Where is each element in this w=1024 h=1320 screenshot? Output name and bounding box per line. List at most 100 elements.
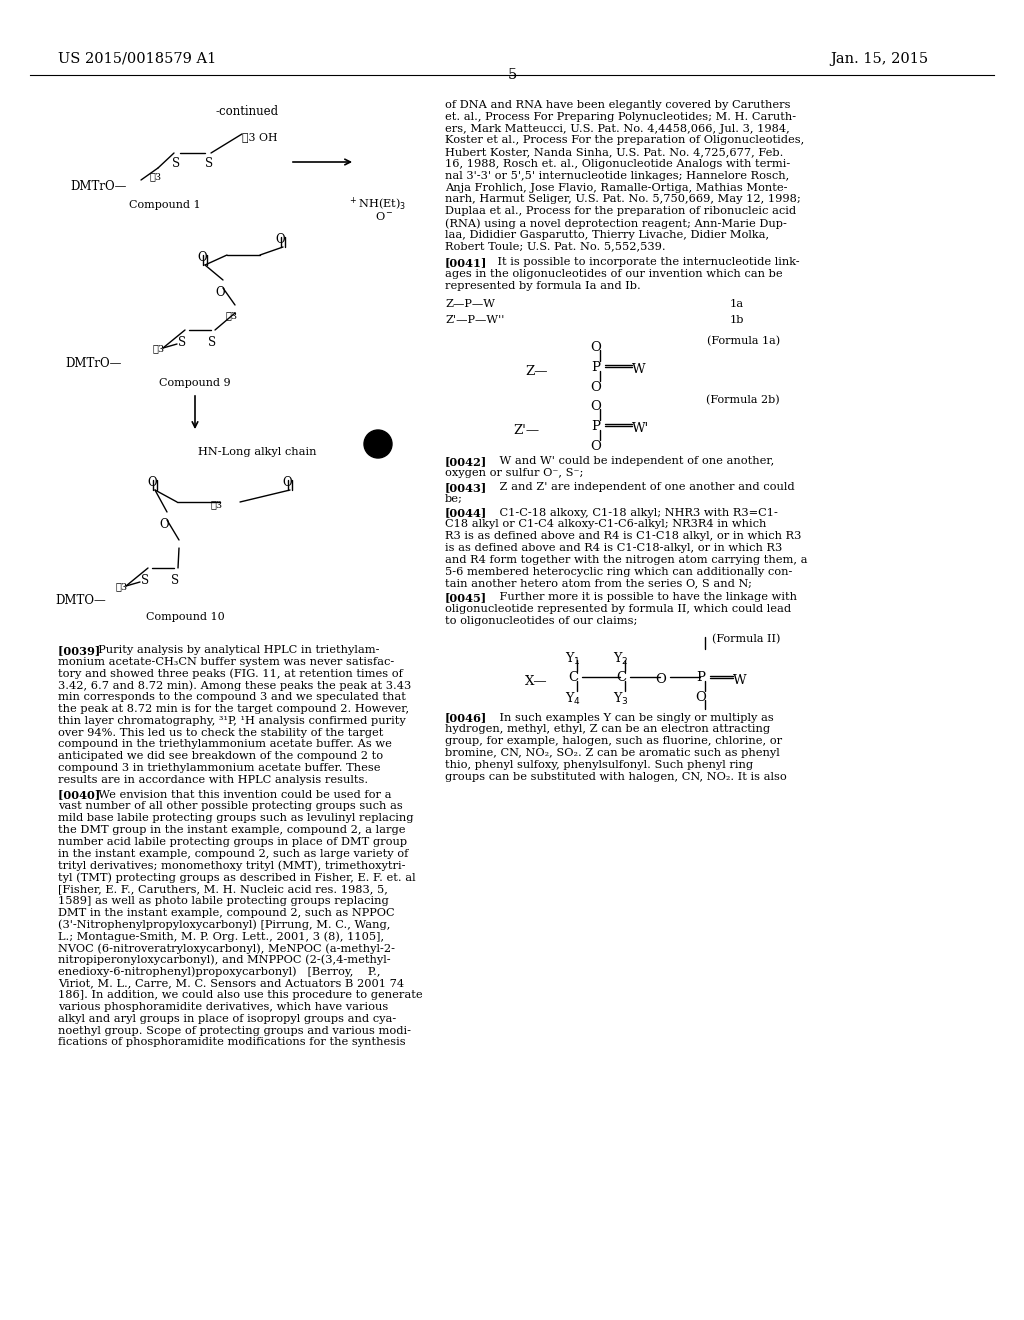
Text: [0042]: [0042] (445, 457, 487, 467)
Text: Hubert Koster, Nanda Sinha, U.S. Pat. No. 4,725,677, Feb.: Hubert Koster, Nanda Sinha, U.S. Pat. No… (445, 148, 783, 157)
Text: narh, Harmut Seliger, U.S. Pat. No. 5,750,669, May 12, 1998;: narh, Harmut Seliger, U.S. Pat. No. 5,75… (445, 194, 801, 205)
Circle shape (364, 430, 392, 458)
Text: is as defined above and R4 is C1-C18-alkyl, or in which R3: is as defined above and R4 is C1-C18-alk… (445, 543, 782, 553)
Text: the peak at 8.72 min is for the target compound 2. However,: the peak at 8.72 min is for the target c… (58, 704, 410, 714)
Text: $^+$NH(Et)$_3$: $^+$NH(Et)$_3$ (348, 195, 407, 213)
Text: compound in the triethylammonium acetate buffer. As we: compound in the triethylammonium acetate… (58, 739, 392, 750)
Text: 5: 5 (507, 69, 517, 82)
Text: Duplaa et al., Process for the preparation of ribonucleic acid: Duplaa et al., Process for the preparati… (445, 206, 796, 216)
Text: Robert Toule; U.S. Pat. No. 5,552,539.: Robert Toule; U.S. Pat. No. 5,552,539. (445, 242, 666, 252)
Text: laa, Dididier Gasparutto, Thierry Livache, Didier Molka,: laa, Dididier Gasparutto, Thierry Livach… (445, 230, 769, 240)
Text: Compound 1: Compound 1 (129, 201, 201, 210)
Text: O: O (591, 400, 601, 413)
Text: DMTrO—: DMTrO— (65, 356, 122, 370)
Text: compound 3 in triethylammonium acetate buffer. These: compound 3 in triethylammonium acetate b… (58, 763, 381, 774)
Text: (Formula 2b): (Formula 2b) (707, 396, 780, 405)
Text: Y$_3$: Y$_3$ (613, 690, 629, 706)
Text: US 2015/0018579 A1: US 2015/0018579 A1 (58, 51, 216, 66)
Text: represented by formula Ia and Ib.: represented by formula Ia and Ib. (445, 281, 641, 290)
Text: (RNA) using a novel deprotection reagent; Ann-Marie Dup-: (RNA) using a novel deprotection reagent… (445, 218, 786, 228)
Text: trityl derivatives; monomethoxy trityl (MMT), trimethoxytri-: trityl derivatives; monomethoxy trityl (… (58, 861, 406, 871)
Text: W and W' could be independent of one another,: W and W' could be independent of one ano… (485, 457, 774, 466)
Text: oligonucleotide represented by formula II, which could lead: oligonucleotide represented by formula I… (445, 605, 792, 614)
Text: Jan. 15, 2015: Jan. 15, 2015 (830, 51, 928, 66)
Text: 3.42, 6.7 and 8.72 min). Among these peaks the peak at 3.43: 3.42, 6.7 and 8.72 min). Among these pea… (58, 680, 412, 690)
Text: O: O (147, 477, 157, 488)
Text: nal 3'-3' or 5',5' internucleotide linkages; Hannelore Rosch,: nal 3'-3' or 5',5' internucleotide linka… (445, 170, 790, 181)
Text: C1-C-18 alkoxy, C1-18 alkyl; NHR3 with R3=C1-: C1-C-18 alkoxy, C1-18 alkyl; NHR3 with R… (485, 508, 778, 517)
Text: mild base labile protecting groups such as levulinyl replacing: mild base labile protecting groups such … (58, 813, 414, 824)
Text: L.; Montague-Smith, M. P. Org. Lett., 2001, 3 (8), 1105],: L.; Montague-Smith, M. P. Org. Lett., 20… (58, 931, 384, 941)
Text: 1b: 1b (730, 314, 744, 325)
Text: tory and showed three peaks (FIG. 11, at retention times of: tory and showed three peaks (FIG. 11, at… (58, 669, 402, 680)
Text: In such examples Y can be singly or multiply as: In such examples Y can be singly or mult… (485, 713, 774, 722)
Text: thin layer chromatography, ³¹P, ¹H analysis confirmed purity: thin layer chromatography, ³¹P, ¹H analy… (58, 715, 406, 726)
Text: C: C (616, 671, 626, 684)
Text: S: S (171, 574, 179, 587)
Text: HN-Long alkyl chain: HN-Long alkyl chain (198, 447, 316, 457)
Text: [0044]: [0044] (445, 508, 487, 519)
Text: Y$_1$: Y$_1$ (565, 651, 581, 667)
Text: O: O (198, 251, 207, 264)
Text: hydrogen, methyl, ethyl, Z can be an electron attracting: hydrogen, methyl, ethyl, Z can be an ele… (445, 725, 770, 734)
Text: [0040]: [0040] (58, 789, 104, 801)
Text: DMTO—: DMTO— (55, 594, 105, 607)
Text: -continued: -continued (215, 106, 279, 117)
Text: ✕3: ✕3 (211, 500, 223, 510)
Text: the DMT group in the instant example, compound 2, a large: the DMT group in the instant example, co… (58, 825, 406, 836)
Text: and R4 form together with the nitrogen atom carrying them, a: and R4 form together with the nitrogen a… (445, 554, 808, 565)
Text: P: P (592, 420, 600, 433)
Text: Z'—: Z'— (513, 425, 539, 437)
Text: Viriot, M. L., Carre, M. C. Sensors and Actuators B 2001 74: Viriot, M. L., Carre, M. C. Sensors and … (58, 978, 404, 989)
Text: thio, phenyl sulfoxy, phenylsulfonyl. Such phenyl ring: thio, phenyl sulfoxy, phenylsulfonyl. Su… (445, 760, 753, 770)
Text: ✕3 OH: ✕3 OH (242, 132, 278, 143)
Text: [0041]: [0041] (445, 257, 487, 268)
Text: ages in the oligonucleotides of our invention which can be: ages in the oligonucleotides of our inve… (445, 269, 782, 280)
Text: vast number of all other possible protecting groups such as: vast number of all other possible protec… (58, 801, 402, 812)
Text: 16, 1988, Rosch et. al., Oligonucleotide Analogs with termi-: 16, 1988, Rosch et. al., Oligonucleotide… (445, 158, 791, 169)
Text: Y$_4$: Y$_4$ (565, 690, 581, 706)
Text: W: W (733, 673, 746, 686)
Text: O: O (283, 477, 292, 488)
Text: Further more it is possible to have the linkage with: Further more it is possible to have the … (485, 593, 797, 602)
Text: O: O (215, 286, 225, 300)
Text: 1589] as well as photo labile protecting groups replacing: 1589] as well as photo labile protecting… (58, 896, 389, 906)
Text: ✕3: ✕3 (226, 312, 238, 319)
Text: O: O (159, 517, 169, 531)
Text: Purity analysis by analytical HPLC in triethylam-: Purity analysis by analytical HPLC in tr… (91, 645, 380, 655)
Text: alkyl and aryl groups in place of isopropyl groups and cya-: alkyl and aryl groups in place of isopro… (58, 1014, 396, 1024)
Text: P: P (592, 362, 600, 375)
Text: [Fisher, E. F., Caruthers, M. H. Nucleic acid res. 1983, 5,: [Fisher, E. F., Caruthers, M. H. Nucleic… (58, 884, 388, 894)
Text: number acid labile protecting groups in place of DMT group: number acid labile protecting groups in … (58, 837, 408, 847)
Text: Koster et al., Process For the preparation of Oligonucleotides,: Koster et al., Process For the preparati… (445, 136, 804, 145)
Text: O: O (591, 342, 601, 354)
Text: ers, Mark Matteucci, U.S. Pat. No. 4,4458,066, Jul. 3, 1984,: ers, Mark Matteucci, U.S. Pat. No. 4,445… (445, 124, 790, 133)
Text: X—: X— (525, 675, 548, 688)
Text: O: O (655, 673, 667, 685)
Text: DMTrO—: DMTrO— (70, 180, 126, 193)
Text: S: S (208, 337, 216, 348)
Text: NVOC (6-nitroveratryloxycarbonyl), MeNPOC (a-methyl-2-: NVOC (6-nitroveratryloxycarbonyl), MeNPO… (58, 942, 395, 953)
Text: anticipated we did see breakdown of the compound 2 to: anticipated we did see breakdown of the … (58, 751, 383, 762)
Text: ✕3: ✕3 (116, 582, 128, 591)
Text: [0039]: [0039] (58, 645, 104, 656)
Text: P: P (696, 671, 706, 684)
Text: enedioxy-6-nitrophenyl)propoxycarbonyl)   [Berroy,    P.,: enedioxy-6-nitrophenyl)propoxycarbonyl) … (58, 966, 381, 977)
Text: tyl (TMT) protecting groups as described in Fisher, E. F. et. al: tyl (TMT) protecting groups as described… (58, 873, 416, 883)
Text: over 94%. This led us to check the stability of the target: over 94%. This led us to check the stabi… (58, 727, 383, 738)
Text: tain another hetero atom from the series O, S and N;: tain another hetero atom from the series… (445, 578, 752, 589)
Text: We envision that this invention could be used for a: We envision that this invention could be… (91, 789, 391, 800)
Text: S: S (141, 574, 150, 587)
Text: oxygen or sulfur O⁻, S⁻;: oxygen or sulfur O⁻, S⁻; (445, 469, 584, 478)
Text: S: S (172, 157, 180, 170)
Text: It is possible to incorporate the internucleotide link-: It is possible to incorporate the intern… (483, 257, 800, 268)
Text: et. al., Process For Preparing Polynucleotides; M. H. Caruth-: et. al., Process For Preparing Polynucle… (445, 112, 796, 121)
Text: [0045]: [0045] (445, 593, 487, 603)
Text: Z and Z' are independent of one another and could: Z and Z' are independent of one another … (485, 482, 795, 492)
Text: 5-6 membered heterocyclic ring which can additionally con-: 5-6 membered heterocyclic ring which can… (445, 566, 793, 577)
Text: Anja Frohlich, Jose Flavio, Ramalle-Ortiga, Mathias Monte-: Anja Frohlich, Jose Flavio, Ramalle-Orti… (445, 182, 787, 193)
Text: (3'-Nitrophenylpropyloxycarbonyl) [Pirrung, M. C., Wang,: (3'-Nitrophenylpropyloxycarbonyl) [Pirru… (58, 920, 390, 931)
Text: to oligonucleotides of our claims;: to oligonucleotides of our claims; (445, 616, 637, 626)
Text: W: W (632, 363, 645, 376)
Text: nitropiperonyloxycarbonyl), and MNPPOC (2-(3,4-methyl-: nitropiperonyloxycarbonyl), and MNPPOC (… (58, 954, 390, 965)
